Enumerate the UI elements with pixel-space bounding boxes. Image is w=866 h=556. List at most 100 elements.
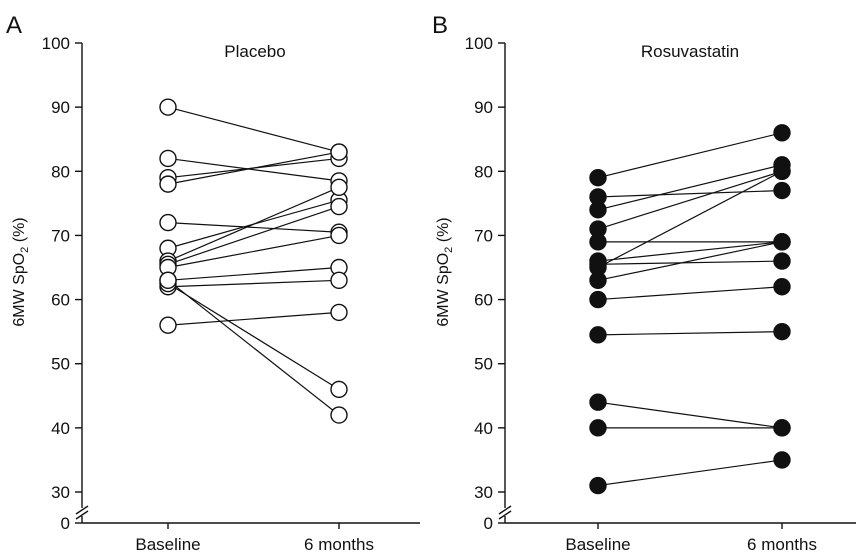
axis-break-mark [498, 510, 512, 520]
baseline-point [589, 419, 607, 437]
panel-b-title: Rosuvastatin [641, 42, 739, 61]
subject-line [597, 170, 783, 230]
six-month-point [330, 178, 348, 197]
y-tick-label-zero: 0 [61, 514, 70, 533]
y-tick-label: 40 [474, 419, 493, 438]
six-month-point [773, 181, 791, 200]
y-tick-label: 90 [51, 98, 70, 117]
six-month-point [330, 226, 348, 245]
y-tick-label: 50 [474, 355, 493, 374]
six-month-point [330, 380, 348, 399]
subject-line [597, 132, 783, 179]
six-month-point [330, 303, 348, 322]
baseline-point [589, 393, 607, 411]
panel-a-ylabel-main: 6MW SpO [11, 253, 28, 327]
subject-line [597, 170, 783, 269]
y-tick-label-zero: 0 [484, 514, 493, 533]
y-tick-label: 70 [474, 226, 493, 245]
subject-line [167, 279, 340, 288]
y-tick-label: 100 [465, 34, 493, 53]
baseline-point [159, 98, 177, 116]
panel-a-x-label-baseline: Baseline [135, 535, 200, 554]
six-month-point [773, 233, 791, 251]
baseline-point [589, 271, 607, 290]
baseline-point [159, 316, 177, 334]
subject-line [167, 151, 340, 185]
six-month-point [773, 322, 791, 341]
subject-line [597, 401, 783, 429]
panel-a-points [159, 98, 348, 424]
panel-b-y-axis-label: 6MW SpO2 (%) [435, 217, 455, 326]
panel-b-ylabel-main: 6MW SpO [435, 253, 452, 327]
panel-b-points [589, 124, 791, 495]
panel-b-lines [597, 132, 783, 487]
subject-line [167, 157, 340, 182]
subject-line [167, 283, 340, 390]
panel-a-letter: A [6, 12, 22, 39]
panel-a-ylabel-unit: (%) [11, 217, 28, 246]
subject-line [597, 189, 783, 198]
baseline-point [159, 149, 177, 168]
subject-line [597, 164, 783, 211]
six-month-point [330, 406, 348, 424]
baseline-point [589, 290, 607, 309]
y-tick-label: 40 [51, 419, 70, 438]
panel-b-ylabel-sub: 2 [443, 247, 455, 253]
subject-line [167, 266, 340, 281]
subject-line [167, 234, 340, 269]
y-tick-label: 50 [51, 355, 70, 374]
subject-line [167, 186, 340, 262]
six-month-point [773, 278, 791, 296]
subject-line [167, 311, 340, 326]
baseline-point [589, 201, 607, 219]
subject-line [597, 241, 783, 262]
baseline-point [589, 168, 607, 187]
six-month-point [773, 252, 791, 270]
baseline-point [159, 175, 177, 193]
y-tick-label: 80 [51, 162, 70, 181]
six-month-point [330, 143, 348, 161]
y-tick-label: 90 [474, 98, 493, 117]
baseline-point [589, 476, 607, 495]
panel-a-lines [167, 106, 340, 416]
panel-a-x-label-6months: 6 months [304, 535, 374, 554]
panel-b-x-label-6months: 6 months [747, 535, 817, 554]
panel-a-title: Placebo [224, 42, 285, 61]
axis-break-mark [498, 505, 512, 515]
panel-a-y-axis-label: 6MW SpO2 (%) [11, 217, 31, 326]
six-month-point [773, 124, 791, 142]
baseline-point [589, 233, 607, 251]
subject-line [597, 241, 783, 281]
panel-b-ylabel-unit: (%) [435, 217, 452, 246]
baseline-point [589, 326, 607, 344]
panel-b-letter: B [432, 12, 448, 39]
six-month-point [773, 162, 791, 180]
y-tick-label: 30 [474, 483, 493, 502]
panel-b-x-label-baseline: Baseline [565, 535, 630, 554]
panel-b-axes: 30 40 50 60 70 80 90 100 0 [465, 34, 856, 533]
six-month-point [330, 197, 348, 216]
y-tick-label: 80 [474, 162, 493, 181]
axis-break-mark [75, 505, 89, 515]
subject-line [167, 205, 340, 265]
subject-line [597, 260, 783, 265]
y-tick-label: 30 [51, 483, 70, 502]
baseline-point [589, 255, 607, 273]
subject-line [597, 286, 783, 301]
six-month-point [330, 271, 348, 290]
panel-a-axes: 30 40 50 60 70 80 90 100 0 [42, 34, 420, 533]
six-month-point [773, 451, 791, 469]
subject-line [597, 331, 783, 336]
y-tick-label: 60 [51, 291, 70, 310]
y-tick-label: 100 [42, 34, 70, 53]
baseline-point [159, 213, 177, 232]
y-tick-label: 70 [51, 226, 70, 245]
subject-line [167, 106, 340, 153]
subject-line [167, 222, 340, 233]
subject-line [597, 459, 783, 487]
axis-break-mark [75, 510, 89, 520]
y-tick-label: 60 [474, 291, 493, 310]
subject-line [167, 279, 340, 416]
baseline-point [159, 271, 177, 290]
